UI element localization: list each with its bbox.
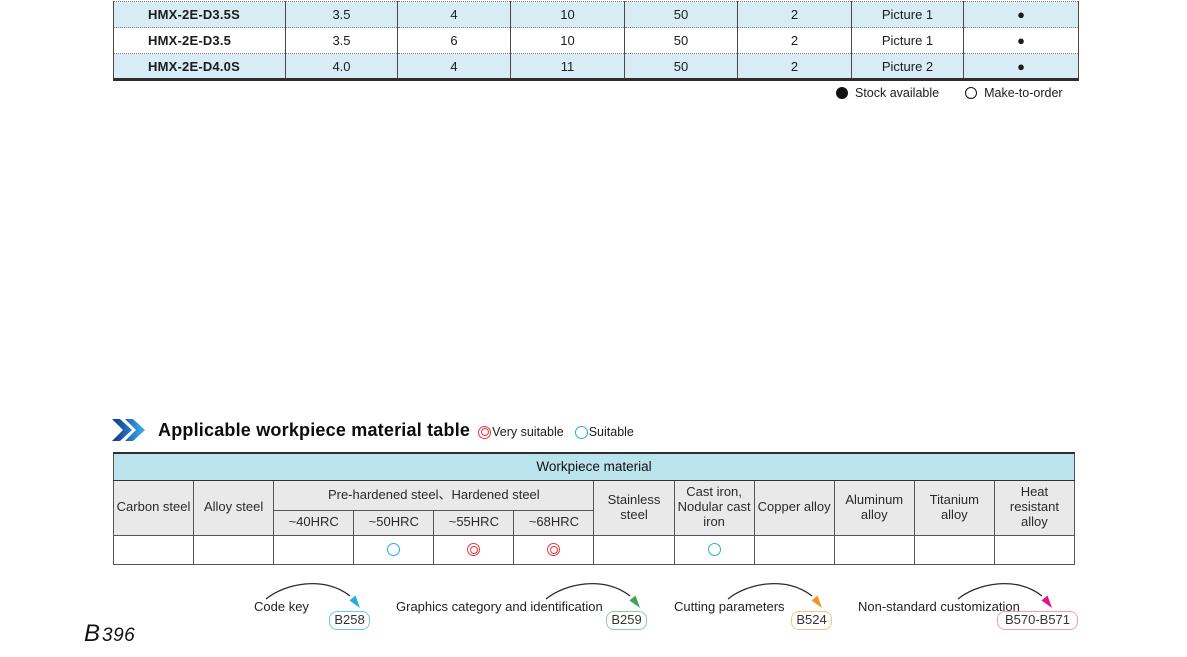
picture-cell: Picture 1 [851,1,964,28]
rating-cell [433,534,515,565]
column-header: Cast iron, Nodular cast iron [673,479,755,536]
stock-status-cell: ● [963,1,1079,28]
column-subheader: ~55HRC [433,509,515,536]
legend-item-very-suitable: Very suitable [478,425,564,439]
rating-cell [913,534,995,565]
model-cell: HMX-2E-D3.5S [113,1,286,28]
workpiece-subheader-row: ~40HRC ~50HRC ~55HRC ~68HRC [114,509,1075,536]
reference-label: Cutting parameters [674,599,785,614]
column-header: Titanium alloy [913,479,995,536]
legend-item-stock-available: Stock available [836,86,939,100]
product-spec-table: HMX-2E-D3.5S 3.5 4 10 50 2 Picture 1 ● H… [113,1,1079,81]
spec-cell: 11 [510,53,625,80]
rating-cell [593,534,675,565]
spec-cell: 4.0 [285,53,398,80]
reference-badge: B259 [606,611,647,630]
spec-cell: 4 [397,1,511,28]
product-row: HMX-2E-D3.5 3.5 6 10 50 2 Picture 1 ● [113,27,1079,54]
spec-cell: 6 [397,27,511,54]
column-subheader: ~68HRC [513,509,595,536]
column-header: Aluminum alloy [833,479,915,536]
spec-cell: 50 [624,27,738,54]
model-cell: HMX-2E-D4.0S [113,53,286,80]
rating-cell [193,534,275,565]
reference-label: Code key [254,599,309,614]
rating-cell [112,534,195,565]
reference-badge: B258 [329,611,370,630]
rating-cell [273,534,355,565]
curved-arrow-icon [265,583,360,608]
workpiece-header-row: Carbon steel Alloy steel Pre-hardened st… [112,479,1076,536]
spec-cell: 4 [397,53,511,80]
suitability-legend: Very suitable Suitable [478,425,634,439]
page-number-prefix: B [84,620,101,647]
page-number-value: 396 [102,625,136,646]
picture-cell: Picture 2 [851,53,964,80]
workpiece-rating-row [112,534,1076,565]
column-header: Heat resistant alloy [993,479,1076,536]
reference-badge: B570-B571 [997,611,1078,630]
workpiece-title-row: Workpiece material [113,452,1075,481]
spec-cell: 10 [510,27,625,54]
column-header: Carbon steel [112,479,195,536]
spec-cell: 2 [737,53,852,80]
rating-cell [753,534,835,565]
column-subheader: ~50HRC [353,509,435,536]
model-cell: HMX-2E-D3.5 [113,27,286,54]
section-header: Applicable workpiece material table Very… [112,416,634,444]
spec-cell: 10 [510,1,625,28]
filled-circle-icon [836,87,848,99]
open-circle-icon [965,87,978,99]
curved-arrow-icon [545,583,640,608]
curved-arrow-icon [957,583,1052,608]
legend-item-make-to-order: Make-to-order [965,86,1063,100]
column-header: Copper alloy [753,479,835,536]
stock-status-cell: ● [963,27,1079,54]
rating-cell [513,534,595,565]
product-row: HMX-2E-D3.5S 3.5 4 10 50 2 Picture 1 ● [113,1,1079,28]
curved-arrow-icon [727,583,822,608]
workpiece-table-title: Workpiece material [113,452,1075,481]
spec-cell: 2 [737,1,852,28]
spec-cell: 50 [624,53,738,80]
legend-label: Stock available [855,86,940,100]
column-header: Stainless steel [593,479,675,536]
legend-label: Make-to-order [984,86,1063,100]
suitable-icon [574,425,588,439]
column-header: Alloy steel [193,479,275,536]
reference-label: Non-standard customization [858,599,1020,614]
reference-badge: B524 [791,611,832,630]
double-chevron-icon [112,419,145,441]
column-group-header: Pre-hardened steel、Hardened steel [273,479,595,511]
reference-label: Graphics category and identification [396,599,603,614]
product-row: HMX-2E-D4.0S 4.0 4 11 50 2 Picture 2 ● [113,53,1079,80]
rating-cell [833,534,915,565]
spec-cell: 3.5 [285,27,398,54]
legend-item-suitable: Suitable [574,425,634,439]
legend-label: Very suitable [492,425,564,439]
page-number: B 396 [84,620,135,648]
spec-cell: 3.5 [285,1,398,28]
stock-legend: Stock available Make-to-order [836,86,1063,100]
spec-cell: 50 [624,1,738,28]
stock-status-cell: ● [963,53,1079,80]
rating-cell [353,534,435,565]
rating-cell [673,534,755,565]
spec-cell: 2 [737,27,852,54]
legend-label: Suitable [588,425,634,439]
section-title: Applicable workpiece material table [158,419,471,440]
very-suitable-icon [478,425,492,439]
picture-cell: Picture 1 [851,27,964,54]
column-subheader: ~40HRC [273,509,355,536]
rating-cell [993,534,1076,565]
workpiece-material-table: Workpiece material Carbon steel Alloy st… [112,452,1076,565]
